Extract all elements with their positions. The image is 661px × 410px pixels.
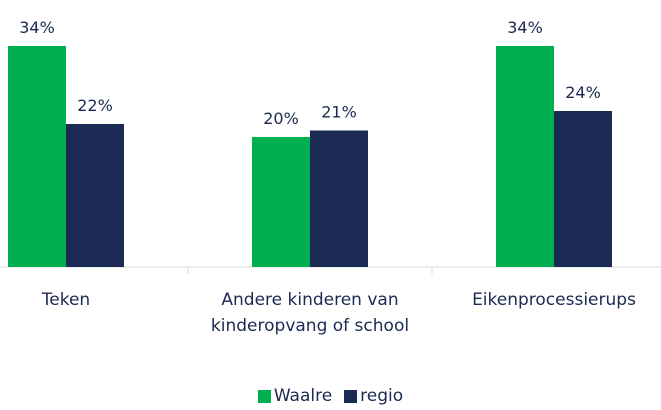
value-label: 22% bbox=[77, 96, 113, 115]
legend-swatch bbox=[257, 389, 271, 403]
legend: Waalre regio bbox=[0, 386, 661, 406]
value-label: 34% bbox=[19, 18, 55, 37]
bar bbox=[496, 46, 554, 267]
x-tick-label: Andere kinderen van kinderopvang of scho… bbox=[210, 290, 410, 336]
bar bbox=[554, 111, 612, 267]
bar bbox=[252, 137, 310, 267]
bar bbox=[66, 124, 124, 267]
legend-item: regio bbox=[344, 386, 403, 406]
bar bbox=[8, 46, 66, 267]
legend-label: Waalre bbox=[273, 386, 333, 406]
value-label: 34% bbox=[507, 18, 543, 37]
value-label: 20% bbox=[263, 109, 299, 128]
legend-label: regio bbox=[360, 386, 404, 406]
legend-swatch bbox=[344, 389, 358, 403]
chart: 34% 22% 20% 21% 34% 24% bbox=[0, 18, 661, 274]
x-tick-label: Eikenprocessierups bbox=[472, 290, 636, 310]
value-label: 24% bbox=[565, 83, 601, 102]
legend-item: Waalre bbox=[257, 386, 333, 406]
x-tick-label: Teken bbox=[41, 290, 91, 310]
bar bbox=[310, 130, 368, 267]
value-label: 21% bbox=[321, 103, 357, 122]
